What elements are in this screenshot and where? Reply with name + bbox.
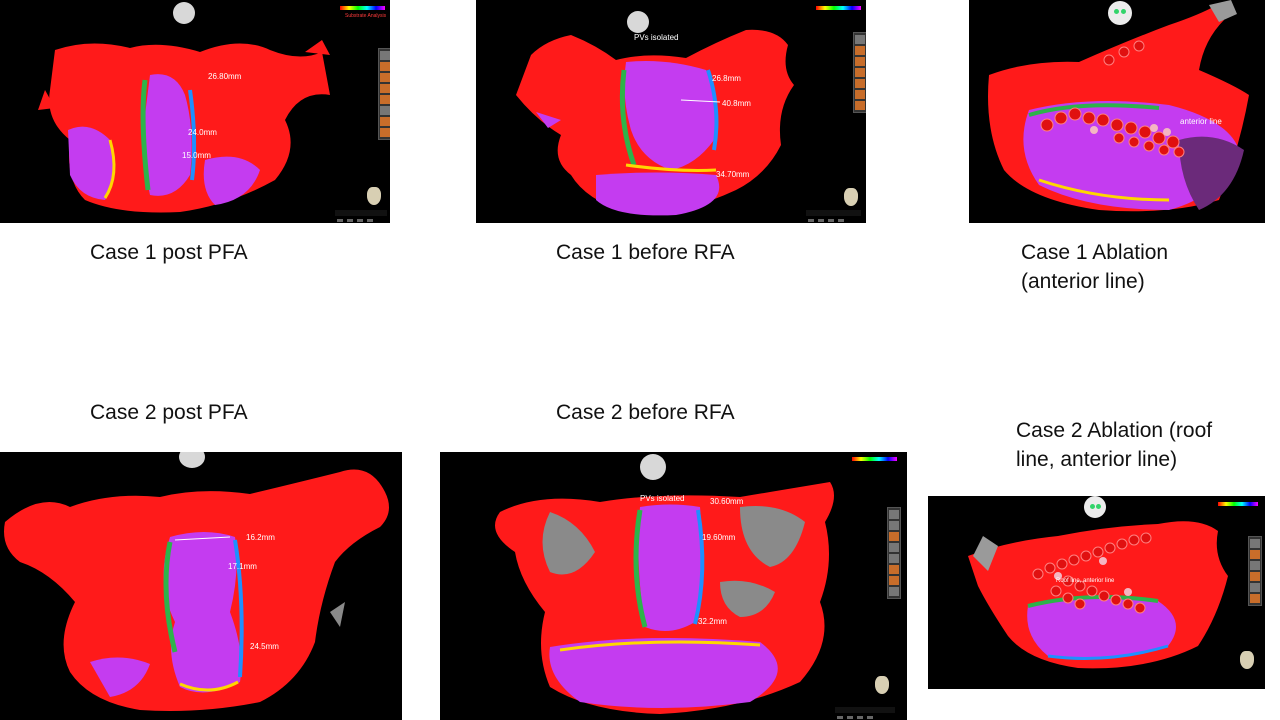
- heart-orientation-icon: [1240, 651, 1254, 669]
- orientation-sphere: [640, 454, 666, 480]
- measurement-label: 15.0mm: [182, 151, 211, 160]
- caption-case1-ablation: Case 1 Ablation (anterior line): [1021, 241, 1169, 293]
- voltage-map-case1-post-pfa: [38, 40, 331, 213]
- voltage-map-case2-before-rfa: [495, 482, 834, 714]
- measurement-label: 24.0mm: [188, 128, 217, 137]
- map-panel-case2-ablation: Roof line, anterior line: [928, 496, 1265, 689]
- side-toolbar[interactable]: [378, 48, 390, 140]
- pvs-isolated-label: PVs isolated: [640, 494, 685, 503]
- status-bar: [835, 707, 895, 719]
- measurement-label: 30.60mm: [710, 497, 744, 506]
- map-panel-case2-post-pfa: 16.2mm 17.1mm 24.5mm: [0, 452, 402, 720]
- map-panel-case1-post-pfa: Substrate Analysis 26.80mm 24.0mm 15.0mm: [0, 0, 390, 223]
- measurement-label: 40.8mm: [722, 99, 751, 108]
- measurement-label: 32.2mm: [698, 617, 727, 626]
- map-panel-case2-before-rfa: PVs isolated 30.60mm 19.60mm 32.2mm: [440, 452, 907, 720]
- measurement-label: 17.1mm: [228, 562, 257, 571]
- overlay-text: Substrate Analysis: [345, 13, 387, 19]
- voltage-color-bar: [1218, 502, 1258, 506]
- ablation-map-case2: [968, 521, 1228, 669]
- caption-case2-post-pfa: Case 2 post PFA: [90, 401, 248, 424]
- status-bar: [335, 210, 387, 222]
- status-bar: [806, 210, 861, 222]
- caption-case1-post-pfa: Case 1 post PFA: [90, 241, 248, 264]
- measurement-label: 34.70mm: [716, 170, 750, 179]
- voltage-map-case2-post-pfa: [4, 469, 389, 711]
- voltage-color-bar: [816, 6, 861, 10]
- orientation-sphere: [627, 11, 649, 33]
- voltage-map-case1-before-rfa: [516, 29, 794, 216]
- voltage-color-bar: [852, 457, 897, 461]
- ablation-line-label: anterior line: [1180, 117, 1222, 126]
- measurement-label: 26.80mm: [208, 72, 242, 81]
- map-panel-case1-before-rfa: PVs isolated 26.8mm 40.8mm 34.70mm: [476, 0, 866, 223]
- side-toolbar[interactable]: [887, 507, 901, 599]
- caption-case1-before-rfa: Case 1 before RFA: [556, 241, 735, 264]
- pvs-isolated-label: PVs isolated: [634, 33, 679, 42]
- orientation-face-icon: [1108, 1, 1132, 25]
- map-panel-case1-ablation: anterior line: [969, 0, 1265, 223]
- measurement-label: 19.60mm: [702, 533, 736, 542]
- voltage-color-bar: [340, 6, 385, 10]
- measurement-label: 16.2mm: [246, 533, 275, 542]
- caption-case2-ablation: Case 2 Ablation (roof line, anterior lin…: [1016, 419, 1213, 471]
- measurement-label: 24.5mm: [250, 642, 279, 651]
- heart-orientation-icon: [367, 187, 381, 205]
- orientation-sphere: [173, 2, 195, 24]
- heart-orientation-icon: [875, 676, 889, 694]
- orientation-face-icon: [1084, 496, 1106, 518]
- ablation-map-case1: [988, 0, 1249, 212]
- ablation-line-label: Roof line, anterior line: [1056, 578, 1115, 584]
- caption-case2-before-rfa: Case 2 before RFA: [556, 401, 735, 424]
- side-toolbar[interactable]: [853, 32, 866, 113]
- side-toolbar[interactable]: [1248, 536, 1262, 606]
- orientation-sphere: [179, 452, 205, 468]
- measurement-label: 26.8mm: [712, 74, 741, 83]
- heart-orientation-icon: [844, 188, 858, 206]
